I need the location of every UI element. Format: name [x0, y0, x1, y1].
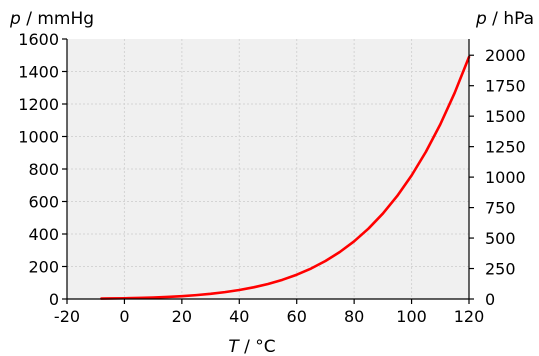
bottom-tick-label: 40 [229, 307, 249, 326]
bottom-tick-label: 20 [172, 307, 192, 326]
x-axis-unit: / °C [239, 337, 276, 356]
bottom-tick-label: -20 [54, 307, 80, 326]
left-tick-label: 0 [49, 290, 59, 309]
vapor-pressure-curve [100, 55, 471, 300]
left-tick-label: 400 [28, 225, 59, 244]
right-tick-label: 1500 [485, 107, 526, 126]
left-tick-label: 1000 [18, 128, 59, 147]
left-tick-label: 1200 [18, 95, 59, 114]
right-axis-var: p [475, 9, 487, 29]
x-axis-var: T [228, 337, 240, 356]
right-tick-label: 500 [485, 229, 516, 248]
right-tick-label: 0 [485, 290, 495, 309]
left-axis-title: p / mmHg [9, 9, 94, 29]
right-axis-unit: / hPa [487, 9, 534, 29]
right-tick-label: 1250 [485, 138, 526, 157]
right-axis-title: p / hPa [475, 9, 534, 29]
bottom-tick-label: 80 [344, 307, 364, 326]
right-tick-label: 1750 [485, 77, 526, 96]
right-tick-label: 1000 [485, 168, 526, 187]
bottom-tick-label: 60 [287, 307, 307, 326]
left-axis-var: p [9, 9, 21, 29]
left-tick-label: 200 [28, 258, 59, 277]
left-tick-label: 600 [28, 193, 59, 212]
left-axis-unit: / mmHg [21, 9, 94, 29]
right-tick-label: 750 [485, 199, 516, 218]
left-tick-label: 1400 [18, 63, 59, 82]
right-tick-label: 250 [485, 260, 516, 279]
right-tick-label: 2000 [485, 46, 526, 65]
bottom-tick-label: 0 [119, 307, 129, 326]
bottom-tick-label: 120 [454, 307, 485, 326]
bottom-tick-label: 100 [396, 307, 427, 326]
left-tick-label: 800 [28, 160, 59, 179]
x-axis-title: T / °C [228, 337, 275, 356]
left-tick-label: 1600 [18, 30, 59, 49]
